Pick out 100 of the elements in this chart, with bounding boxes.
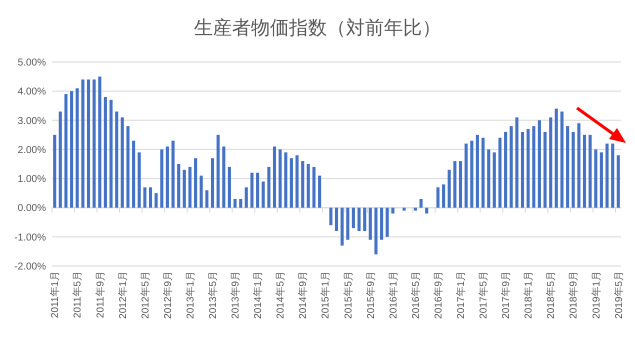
bar: [126, 126, 130, 208]
x-tick-label: 2018年9月: [568, 271, 580, 319]
y-tick-label: 4.00%: [18, 86, 46, 98]
bar: [352, 208, 355, 228]
bar: [70, 91, 74, 208]
bar: [380, 208, 384, 240]
bar: [312, 166, 316, 208]
bar: [64, 94, 68, 208]
bar: [374, 208, 378, 254]
bar: [436, 187, 440, 208]
bar: [391, 208, 394, 214]
bar: [278, 149, 282, 208]
x-tick-label: 2012年9月: [162, 271, 174, 319]
bar: [262, 181, 265, 208]
bar: [154, 193, 158, 208]
x-tick-label: 2019年1月: [590, 271, 602, 319]
bar: [588, 134, 592, 208]
bar: [492, 152, 496, 208]
bar: [148, 187, 152, 208]
bar: [572, 132, 575, 208]
bar: [549, 117, 552, 208]
bar: [482, 138, 485, 208]
y-tick-label: 2.00%: [18, 144, 46, 156]
bar: [104, 96, 107, 208]
bar: [544, 132, 547, 208]
x-tick-label: 2012年5月: [139, 271, 152, 319]
x-tick-label: 2016年9月: [432, 271, 444, 319]
x-tick-label: 2017年5月: [478, 271, 490, 319]
bar: [419, 198, 423, 208]
bar: [272, 146, 276, 208]
x-tick-label: 2015年9月: [364, 271, 377, 319]
bar: [115, 112, 118, 208]
bar: [340, 208, 344, 246]
bar: [414, 208, 417, 211]
x-tick-label: 2011年5月: [72, 271, 84, 318]
bar: [290, 158, 293, 208]
bar: [357, 208, 361, 232]
bar: [216, 134, 220, 208]
bar: [504, 132, 508, 208]
bar: [244, 187, 248, 208]
bar: [301, 161, 304, 208]
bar: [538, 120, 541, 208]
bar: [138, 152, 141, 208]
bar: [334, 208, 338, 232]
bar: [470, 140, 474, 208]
bar: [76, 88, 79, 208]
bar: [611, 144, 614, 208]
chart-title: 生産者物価指数（対前年比）: [194, 17, 441, 39]
y-tick-label: -1.00%: [14, 232, 46, 244]
bar: [510, 126, 513, 208]
bar: [594, 149, 598, 208]
bar: [582, 134, 586, 208]
bar: [53, 134, 56, 208]
bar: [86, 79, 90, 208]
bar: [171, 140, 175, 208]
bar: [560, 112, 564, 208]
bar: [182, 170, 186, 208]
x-tick-label: 2013年1月: [184, 271, 196, 319]
bar: [166, 146, 169, 208]
bar: [233, 198, 237, 208]
bar: [194, 158, 198, 208]
bar: [177, 164, 180, 208]
bar: [453, 161, 456, 208]
x-tick-label: 2017年9月: [500, 271, 512, 319]
bar: [210, 158, 214, 208]
x-tick-label: 2018年5月: [545, 271, 558, 319]
bar: [239, 198, 242, 208]
bar: [160, 149, 164, 208]
bar: [222, 146, 226, 208]
bar: [109, 100, 113, 208]
bar: [284, 152, 288, 208]
bar: [448, 170, 451, 208]
x-tick-label: 2014年1月: [252, 271, 264, 319]
bar: [515, 117, 518, 208]
x-tick-label: 2019年5月: [612, 271, 625, 319]
y-tick-label: -2.00%: [14, 262, 46, 272]
bar: [526, 129, 530, 208]
bar: [98, 76, 102, 208]
bar: [318, 176, 322, 208]
x-tick-label: 2017年1月: [455, 271, 467, 319]
x-tick-label: 2014年9月: [297, 271, 310, 319]
bar: [532, 126, 536, 208]
bar: [520, 132, 524, 208]
bar: [386, 208, 389, 237]
bar: [498, 138, 502, 208]
bar: [92, 79, 96, 208]
bar: [306, 164, 310, 208]
bar: [205, 190, 208, 208]
bar: [81, 79, 84, 208]
bar: [458, 161, 462, 208]
bar: [368, 208, 372, 240]
x-tick-label: 2016年1月: [387, 271, 400, 319]
x-tick-label: 2013年5月: [207, 271, 219, 319]
x-tick-label: 2012年1月: [116, 271, 129, 319]
bar: [442, 184, 446, 208]
y-tick-label: 1.00%: [18, 174, 46, 186]
x-tick-label: 2015年1月: [320, 271, 332, 319]
bar: [132, 140, 136, 208]
bar: [228, 166, 231, 208]
bar: [143, 187, 146, 208]
